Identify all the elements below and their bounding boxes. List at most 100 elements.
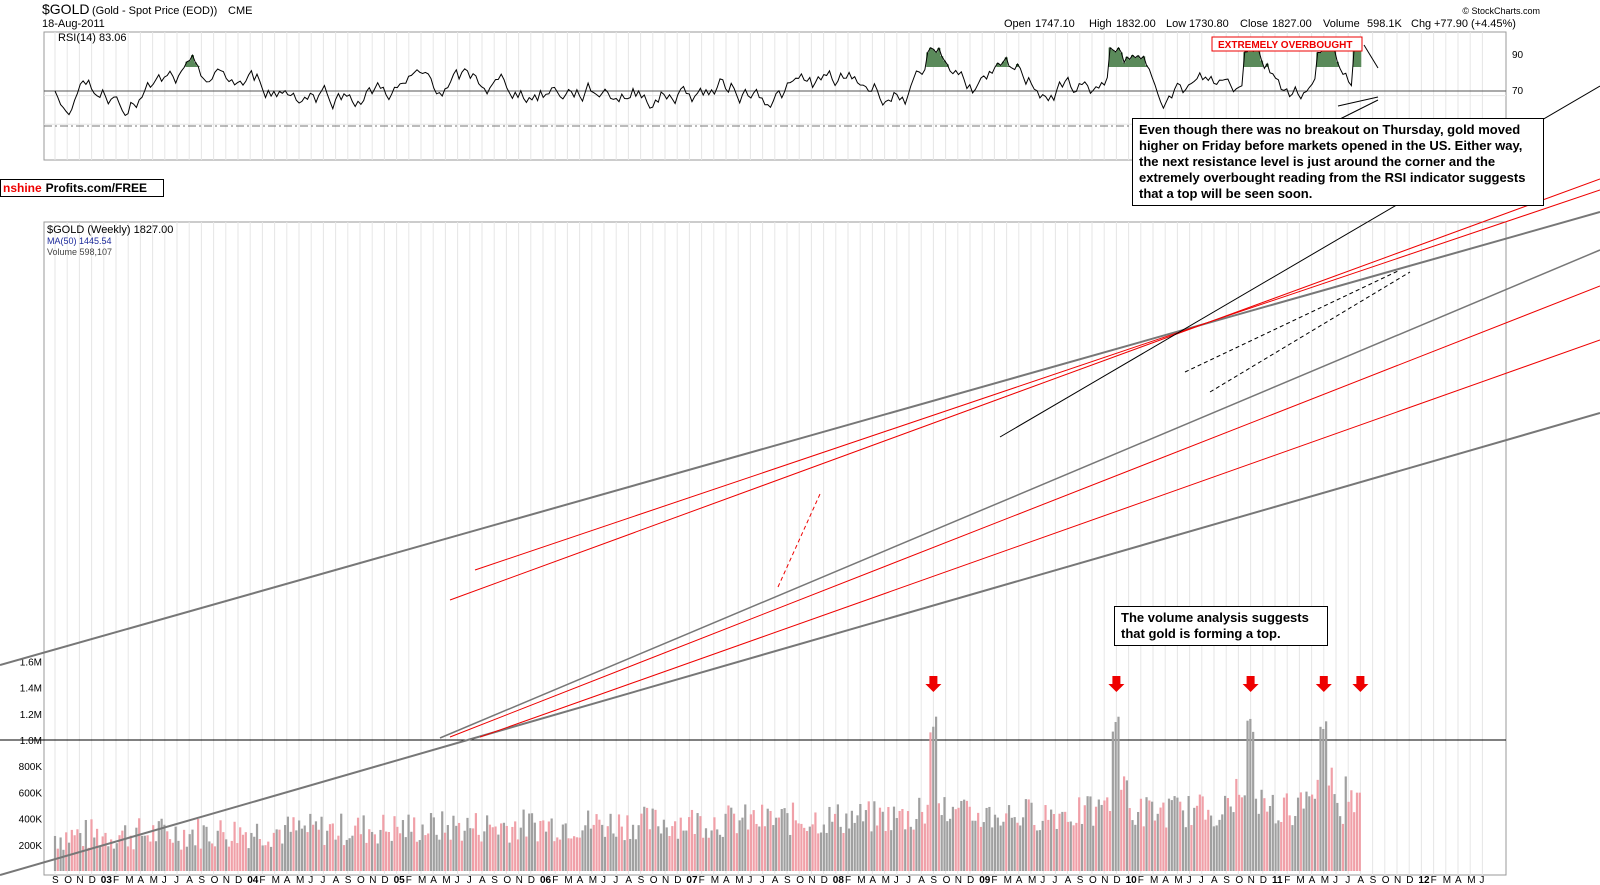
x-tick-label: F xyxy=(406,875,412,885)
volume-bar xyxy=(390,840,393,871)
volume-bar xyxy=(547,821,550,871)
x-tick-label: S xyxy=(1077,875,1084,885)
support-gray-line xyxy=(439,249,1600,739)
volume-bar xyxy=(769,810,772,871)
volume-bar xyxy=(295,830,298,871)
volume-bar xyxy=(143,835,146,871)
channel-upper-gray xyxy=(0,211,1600,666)
volume-tick-label: 400K xyxy=(19,815,43,826)
volume-bar xyxy=(261,845,264,871)
volume-bar xyxy=(797,823,800,871)
x-tick-label: J xyxy=(1333,875,1338,885)
close-label: Close xyxy=(1240,18,1268,30)
volume-bar xyxy=(640,813,643,871)
volume-bar xyxy=(859,804,862,871)
volume-bar xyxy=(1007,805,1011,871)
x-tick-label: M xyxy=(1004,875,1012,885)
volume-bar xyxy=(497,834,500,871)
volume-bar xyxy=(1195,805,1199,871)
volume-bar xyxy=(463,830,466,871)
volume-bar xyxy=(528,813,531,871)
volume-bar xyxy=(1263,798,1266,871)
volume-bar xyxy=(508,842,511,871)
volume-bar xyxy=(1151,801,1154,871)
volume-bar xyxy=(1254,798,1258,871)
volume-bar xyxy=(152,825,155,871)
volume-bar xyxy=(926,804,929,871)
volume-bar xyxy=(1050,809,1053,871)
volume-bar xyxy=(59,837,62,871)
volume-bar xyxy=(1224,795,1227,871)
volume-bar xyxy=(603,836,607,871)
volume-bar xyxy=(300,828,304,871)
x-tick-label: J xyxy=(455,875,460,885)
x-tick-label: O xyxy=(503,875,511,885)
x-tick-label: F xyxy=(991,875,997,885)
volume-bar xyxy=(730,807,733,871)
x-tick-label: M xyxy=(1028,875,1036,885)
x-tick-label: O xyxy=(1382,875,1390,885)
dashed-channel-bottom xyxy=(1209,271,1411,393)
volume-bar xyxy=(317,829,320,871)
volume-bar xyxy=(519,827,522,871)
volume-label: Volume xyxy=(1323,18,1360,30)
volume-bar xyxy=(429,813,433,871)
x-tick-label: O xyxy=(796,875,804,885)
volume-bar xyxy=(923,823,926,871)
volume-bar xyxy=(951,806,955,871)
x-tick-label: M xyxy=(418,875,426,885)
volume-bar xyxy=(791,802,795,871)
volume-bar xyxy=(993,814,997,871)
volume-bar xyxy=(253,836,256,871)
volume-bar xyxy=(1080,823,1084,871)
volume-bar xyxy=(233,821,236,871)
volume-bar xyxy=(312,824,315,871)
volume-bar xyxy=(637,825,640,871)
volume-bar xyxy=(1325,721,1328,871)
volume-bar xyxy=(236,843,239,871)
legend-price: $GOLD (Weekly) 1827.00 xyxy=(47,224,173,236)
volume-bar xyxy=(581,830,584,871)
volume-bar xyxy=(289,831,292,871)
volume-bar xyxy=(601,824,604,871)
x-tick-label: 06 xyxy=(540,875,552,885)
volume-bar xyxy=(351,835,354,871)
volume-bar xyxy=(659,833,663,871)
x-tick-label: A xyxy=(1016,875,1023,885)
volume-bar xyxy=(1218,819,1221,871)
x-tick-label: A xyxy=(1357,875,1364,885)
volume-tick-label: 1.0M xyxy=(20,736,42,747)
x-tick-label: A xyxy=(625,875,632,885)
volume-bar xyxy=(1288,815,1291,871)
x-tick-label: S xyxy=(198,875,205,885)
x-tick-label: S xyxy=(930,875,937,885)
volume-bar xyxy=(1313,798,1316,871)
rsi-trend-1 xyxy=(1337,96,1379,107)
volume-bar xyxy=(833,813,837,871)
volume-bar xyxy=(269,846,273,871)
x-tick-label: J xyxy=(162,875,167,885)
volume-bar xyxy=(876,825,879,871)
volume-bar xyxy=(1047,819,1050,871)
volume-bar xyxy=(393,816,396,871)
volume-bar xyxy=(934,716,938,871)
volume-bar xyxy=(281,843,284,871)
volume-bar xyxy=(480,841,483,871)
volume-bar xyxy=(1139,798,1143,871)
volume-bar xyxy=(1153,820,1157,871)
volume-bar xyxy=(707,837,710,871)
x-tick-label: A xyxy=(1162,875,1169,885)
volume-bar xyxy=(1013,817,1016,871)
volume-bar xyxy=(65,832,68,871)
volume-bar xyxy=(418,840,421,871)
volume-bar xyxy=(1167,798,1171,871)
volume-bar xyxy=(1190,825,1193,871)
volume-bar xyxy=(1322,728,1325,871)
volume-bar xyxy=(87,847,90,871)
volume-bar xyxy=(292,817,295,871)
volume-bar xyxy=(584,825,587,871)
volume-bar xyxy=(199,848,203,871)
volume-bar xyxy=(775,817,778,871)
volume-bar xyxy=(1339,816,1342,871)
volume-bar xyxy=(556,837,559,871)
